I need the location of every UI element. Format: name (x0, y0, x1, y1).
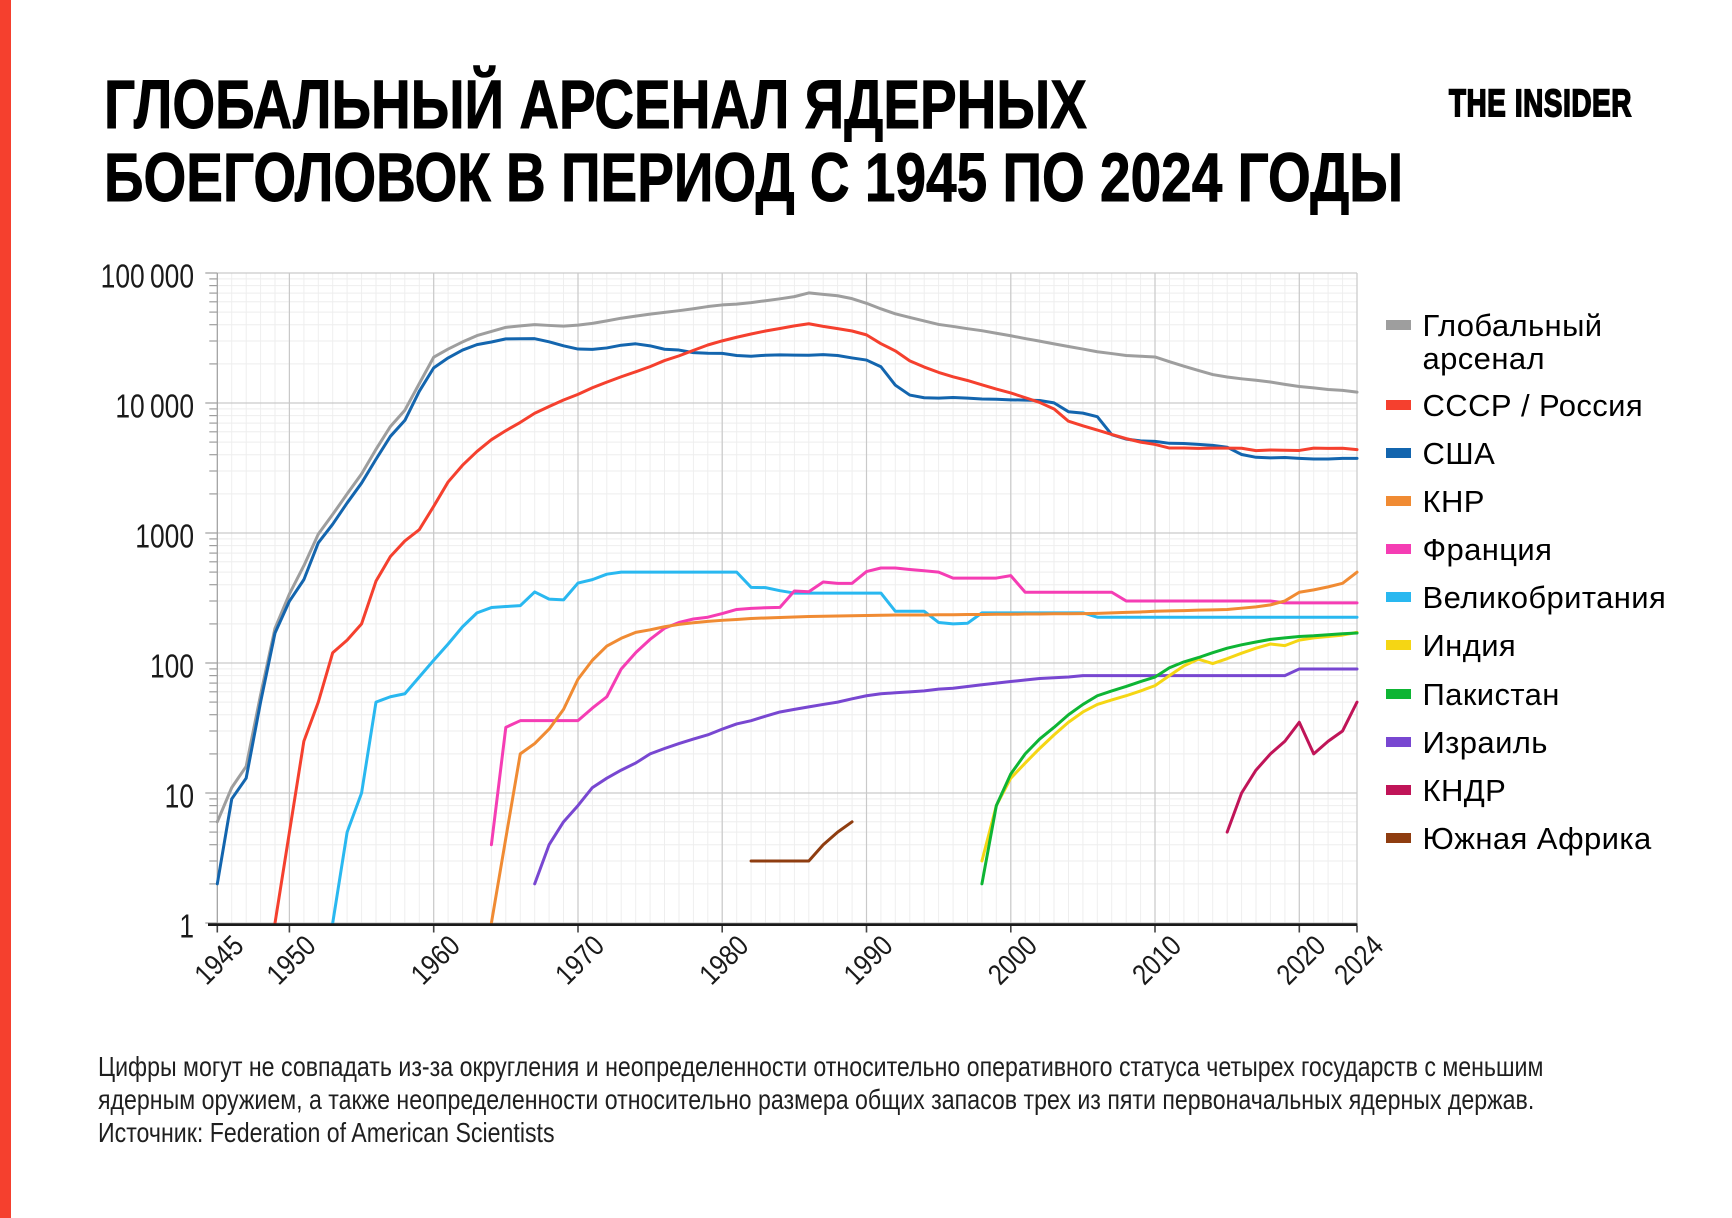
svg-text:100 000: 100 000 (101, 259, 194, 295)
svg-text:100: 100 (150, 649, 194, 685)
svg-text:1: 1 (179, 909, 194, 945)
svg-text:2000: 2000 (982, 929, 1044, 991)
svg-text:1950: 1950 (260, 929, 322, 991)
svg-text:10: 10 (165, 779, 194, 815)
svg-text:1970: 1970 (549, 929, 611, 991)
svg-text:10 000: 10 000 (115, 389, 194, 425)
svg-text:2020: 2020 (1270, 929, 1332, 991)
svg-text:2024: 2024 (1328, 929, 1390, 991)
svg-text:1960: 1960 (405, 929, 467, 991)
svg-text:2010: 2010 (1126, 929, 1188, 991)
svg-text:1980: 1980 (693, 929, 755, 991)
svg-text:1000: 1000 (135, 519, 194, 555)
svg-text:1990: 1990 (837, 929, 899, 991)
svg-text:1945: 1945 (188, 929, 250, 991)
